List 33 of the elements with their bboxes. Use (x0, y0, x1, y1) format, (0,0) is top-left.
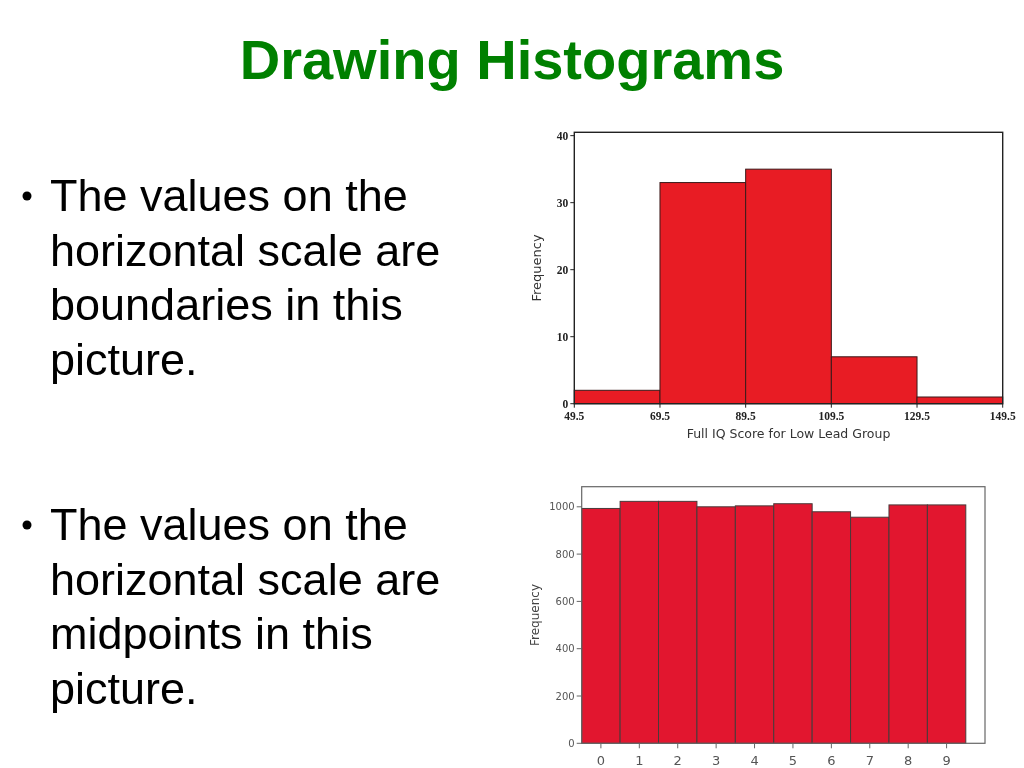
y-tick-label: 200 (555, 690, 575, 702)
x-tick-label: 9 (942, 753, 951, 768)
y-tick-label: 1000 (549, 501, 575, 513)
x-tick-label: 2 (673, 753, 682, 768)
y-tick-label: 0 (568, 737, 575, 749)
x-tick-label: 8 (904, 753, 913, 768)
y-tick-label: 30 (556, 196, 569, 209)
text: The values on the horizontal scale are midpoints in this picture. (50, 499, 441, 714)
x-axis-title: Full IQ Score for Low Lead Group (686, 426, 891, 441)
x-tick-label: 69.5 (649, 410, 671, 422)
y-tick-label: 800 (555, 548, 575, 560)
y-tick-label: 20 (556, 263, 569, 276)
x-tick-label: 49.5 (564, 410, 585, 422)
x-tick-label: 7 (865, 753, 874, 768)
text: The values on the horizontal scale are boundaries in this picture. (50, 170, 441, 385)
x-tick-label: 1 (635, 753, 644, 768)
text: Drawing Histograms (239, 28, 785, 91)
x-tick-label: 149.5 (989, 410, 1016, 422)
y-tick-label: 400 (555, 643, 575, 655)
x-tick-label: 4 (750, 753, 759, 768)
y-tick-label: 600 (555, 595, 575, 607)
x-tick-label: 109.5 (818, 410, 845, 422)
y-tick-label: 40 (556, 129, 569, 142)
x-tick-label: 0 (596, 753, 606, 768)
x-tick-label: 3 (711, 753, 721, 768)
x-tick-label: 6 (827, 753, 836, 768)
x-tick-label: 89.5 (735, 410, 756, 422)
y-tick-label: 0 (562, 397, 569, 410)
y-axis-title: Frequency (528, 584, 542, 646)
x-tick-label: 5 (788, 753, 798, 768)
y-tick-label: 10 (556, 330, 569, 343)
x-tick-label: 129.5 (904, 410, 931, 422)
y-axis-title: Frequency (529, 234, 544, 302)
